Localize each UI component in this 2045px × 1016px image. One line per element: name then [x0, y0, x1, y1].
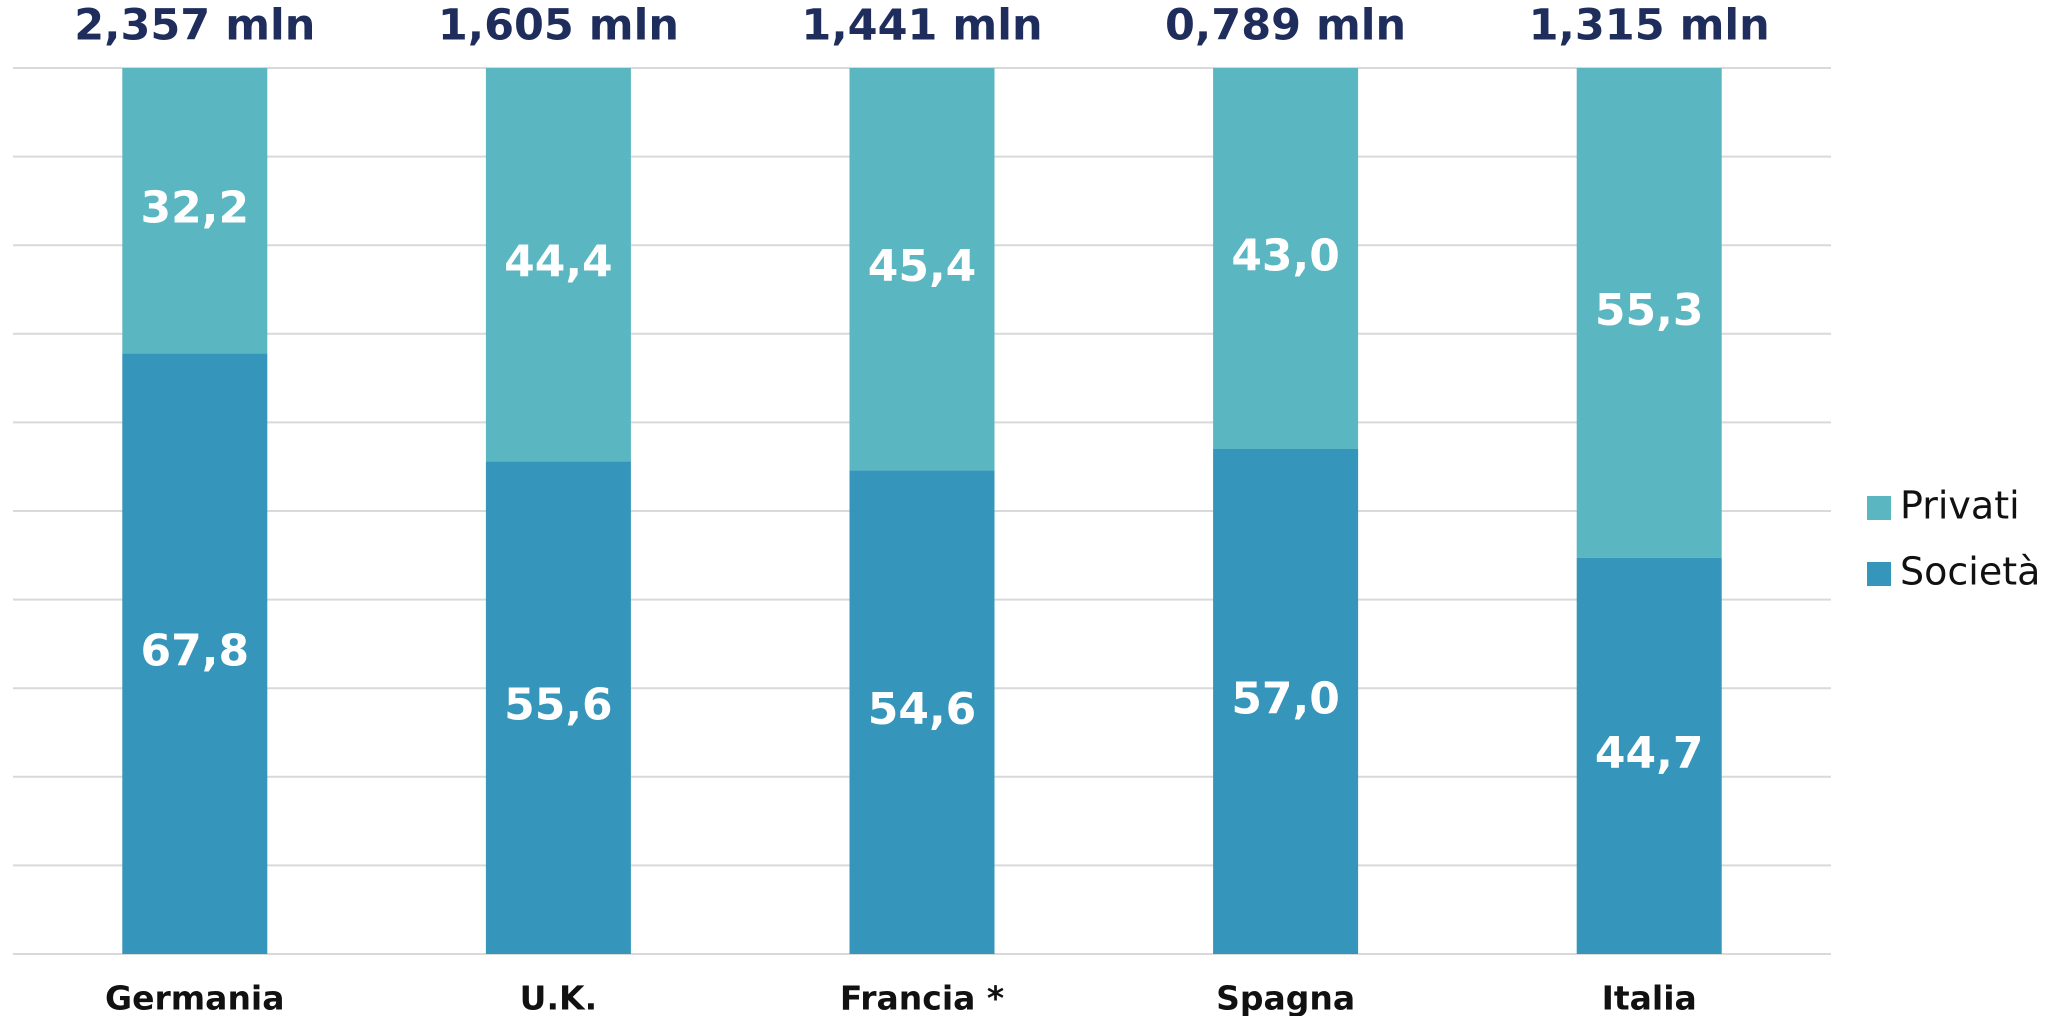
- bar-segment: [485, 461, 631, 954]
- data-label: 44,4: [504, 237, 613, 288]
- data-label: 54,6: [868, 684, 977, 735]
- data-label: 55,6: [504, 680, 613, 731]
- bar-segment: [122, 68, 268, 354]
- bar-segment: [122, 353, 268, 954]
- total-label: 1,605 mln: [438, 1, 679, 51]
- data-label: 44,7: [1595, 728, 1704, 779]
- x-tick-label: U.K.: [520, 979, 597, 1016]
- data-label: 55,3: [1595, 285, 1704, 336]
- bar-segment: [1213, 68, 1359, 449]
- bar-segment: [485, 68, 631, 462]
- bar-segment: [1576, 557, 1722, 954]
- legend-label: Privati: [1900, 484, 2020, 528]
- total-label: 2,357 mln: [74, 1, 315, 51]
- legend-swatch: [1867, 496, 1891, 520]
- data-label: 57,0: [1231, 673, 1340, 724]
- legend-swatch: [1867, 562, 1891, 586]
- x-tick-label: Spagna: [1216, 979, 1355, 1016]
- x-tick-label: Italia: [1602, 979, 1697, 1016]
- data-label: 67,8: [141, 626, 250, 677]
- data-label: 32,2: [141, 183, 250, 234]
- data-label: 45,4: [868, 241, 977, 292]
- total-label: 1,441 mln: [801, 1, 1042, 51]
- total-label: 0,789 mln: [1165, 1, 1406, 51]
- bar-segment: [1576, 68, 1722, 558]
- bar-segment: [1213, 448, 1359, 954]
- bar-segment: [849, 68, 995, 471]
- data-label: 43,0: [1231, 230, 1340, 281]
- x-tick-label: Francia *: [840, 979, 1004, 1016]
- bar-segment: [849, 470, 995, 954]
- legend-label: Società: [1900, 550, 2040, 594]
- x-tick-label: Germania: [105, 979, 284, 1016]
- total-label: 1,315 mln: [1529, 1, 1770, 51]
